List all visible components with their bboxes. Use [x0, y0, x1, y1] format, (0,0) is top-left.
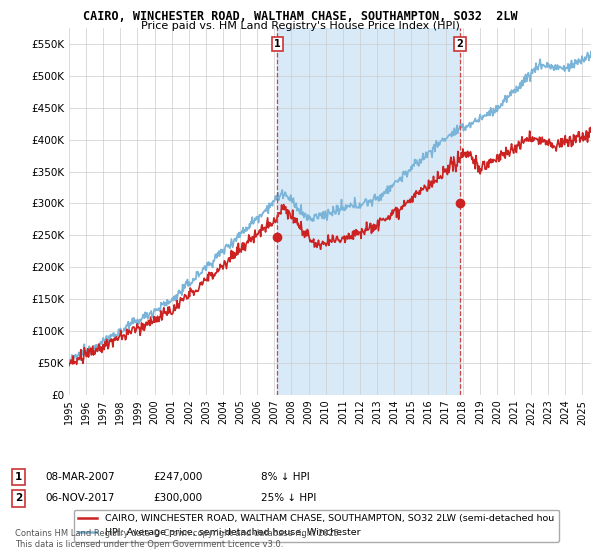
Text: 06-NOV-2017: 06-NOV-2017 — [45, 493, 115, 503]
Text: Contains HM Land Registry data © Crown copyright and database right 2025.
This d: Contains HM Land Registry data © Crown c… — [15, 529, 341, 549]
Bar — [277, 28, 460, 395]
Text: 1: 1 — [274, 39, 281, 49]
Text: 2: 2 — [15, 493, 22, 503]
Legend: CAIRO, WINCHESTER ROAD, WALTHAM CHASE, SOUTHAMPTON, SO32 2LW (semi-detached hou,: CAIRO, WINCHESTER ROAD, WALTHAM CHASE, S… — [74, 510, 559, 542]
Text: 8% ↓ HPI: 8% ↓ HPI — [261, 472, 310, 482]
Text: £300,000: £300,000 — [153, 493, 202, 503]
Text: 25% ↓ HPI: 25% ↓ HPI — [261, 493, 316, 503]
Text: £247,000: £247,000 — [153, 472, 202, 482]
Text: CAIRO, WINCHESTER ROAD, WALTHAM CHASE, SOUTHAMPTON, SO32  2LW: CAIRO, WINCHESTER ROAD, WALTHAM CHASE, S… — [83, 10, 517, 23]
Text: 2: 2 — [457, 39, 463, 49]
Text: 1: 1 — [15, 472, 22, 482]
Text: Price paid vs. HM Land Registry's House Price Index (HPI): Price paid vs. HM Land Registry's House … — [140, 21, 460, 31]
Text: 08-MAR-2007: 08-MAR-2007 — [45, 472, 115, 482]
